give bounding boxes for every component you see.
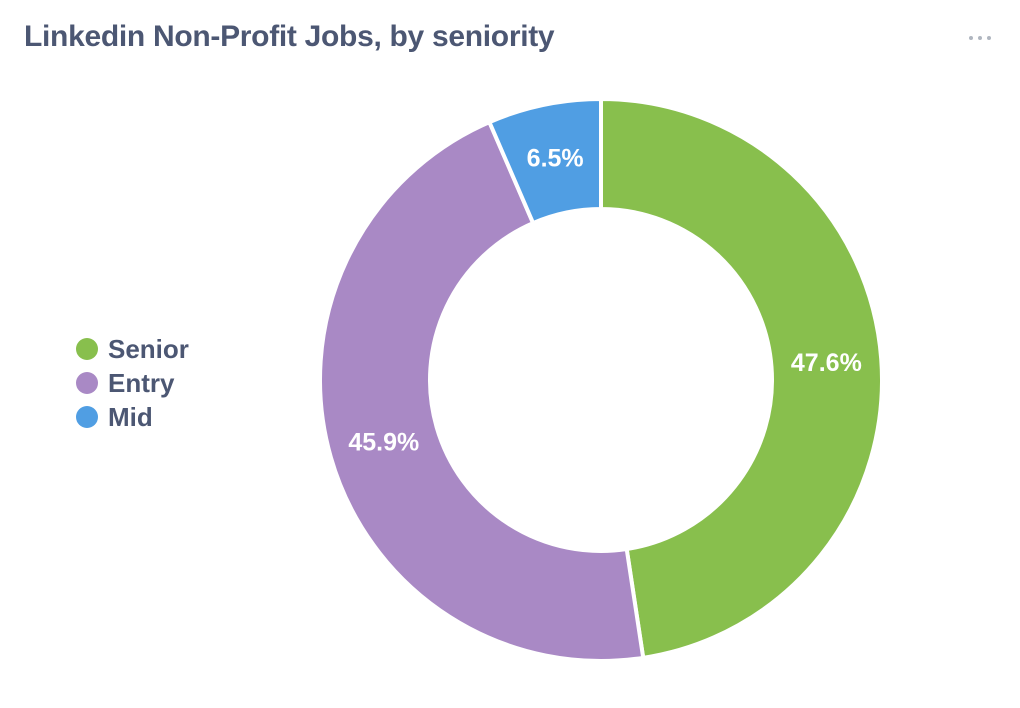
more-horizontal-icon: [978, 36, 982, 40]
chart-legend: Senior Entry Mid: [76, 332, 189, 434]
donut-slice-entry[interactable]: [318, 120, 646, 663]
legend-item-senior[interactable]: Senior: [76, 332, 189, 366]
chart-title: Linkedin Non-Profit Jobs, by seniority: [24, 20, 555, 53]
slice-label-entry: 45.9%: [348, 428, 419, 456]
slice-label-mid: 6.5%: [527, 145, 584, 173]
legend-swatch-entry: [76, 372, 98, 394]
legend-swatch-senior: [76, 338, 98, 360]
donut-slice-mid[interactable]: [487, 97, 603, 226]
legend-label-senior: Senior: [108, 333, 189, 364]
slice-label-senior: 47.6%: [791, 349, 862, 377]
more-horizontal-icon: [969, 36, 973, 40]
more-options-button[interactable]: [960, 24, 1000, 52]
more-horizontal-icon: [987, 36, 991, 40]
legend-label-entry: Entry: [108, 367, 175, 398]
legend-label-mid: Mid: [108, 401, 153, 432]
donut-slice-senior[interactable]: [599, 97, 884, 660]
legend-swatch-mid: [76, 406, 98, 428]
legend-item-mid[interactable]: Mid: [76, 400, 189, 434]
legend-item-entry[interactable]: Entry: [76, 366, 189, 400]
